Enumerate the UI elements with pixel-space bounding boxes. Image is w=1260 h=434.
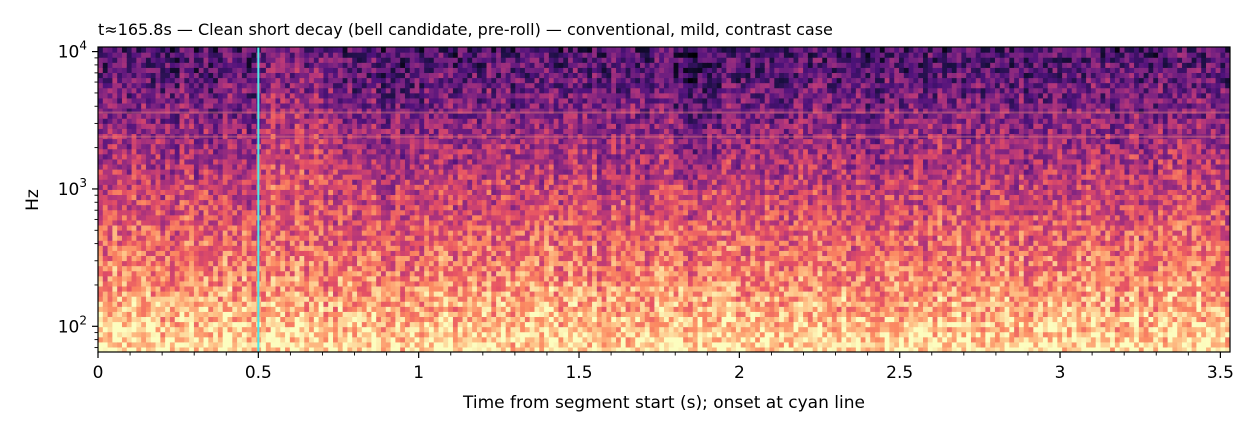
x-tick-label: 3.5 [1207, 363, 1234, 383]
x-axis-label: Time from segment start (s); onset at cy… [462, 393, 865, 413]
y-tick-label: 102 [58, 313, 87, 337]
x-axis: 0 0.5 1 1.5 2 2.5 3 3.5 [93, 352, 1234, 383]
spectrogram-cells [98, 47, 1230, 352]
y-tick-label: 104 [58, 39, 87, 63]
y-tick-label: 103 [58, 176, 87, 200]
x-tick-label: 0 [93, 363, 104, 383]
x-tick-label: 1.5 [565, 363, 592, 383]
x-tick-label: 2 [734, 363, 745, 383]
x-tick-label: 1 [413, 363, 424, 383]
y-axis-label: Hz [23, 189, 43, 211]
x-tick-label: 3 [1055, 363, 1066, 383]
y-axis: 102 103 104 [58, 39, 98, 349]
x-tick-label: 2.5 [886, 363, 913, 383]
plot-area [98, 47, 1230, 352]
plot-frame [97, 46, 1231, 353]
x-tick-label: 0.5 [245, 363, 272, 383]
chart-title: t≈165.8s — Clean short decay (bell candi… [98, 20, 833, 39]
